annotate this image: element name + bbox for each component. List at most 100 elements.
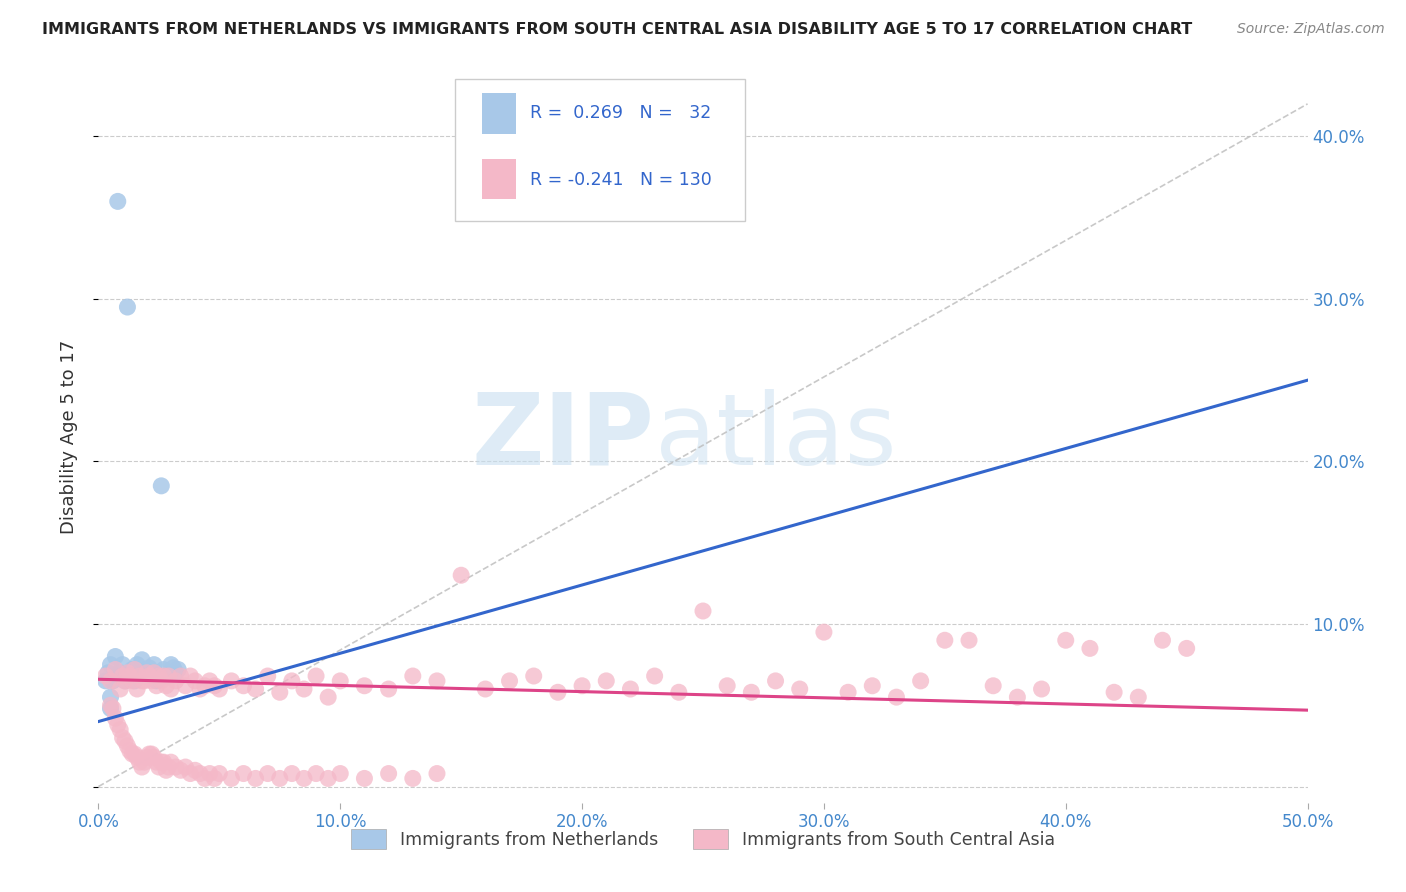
Point <box>498 673 520 688</box>
Point <box>160 681 183 696</box>
Text: Source: ZipAtlas.com: Source: ZipAtlas.com <box>1237 22 1385 37</box>
Point <box>910 673 932 688</box>
Point <box>127 681 149 696</box>
Point <box>426 673 449 688</box>
Point <box>155 679 177 693</box>
Point <box>450 568 472 582</box>
Point <box>152 755 174 769</box>
Point <box>305 766 328 780</box>
Point <box>104 649 127 664</box>
Point <box>138 661 160 675</box>
Point <box>121 747 143 761</box>
Point <box>148 669 170 683</box>
Point <box>934 633 956 648</box>
Point <box>188 766 211 780</box>
Point <box>353 772 375 786</box>
Point <box>886 690 908 705</box>
Point <box>114 734 136 748</box>
Point <box>1128 690 1150 705</box>
Point <box>143 665 166 680</box>
Point <box>117 300 139 314</box>
Point <box>157 760 180 774</box>
Point <box>94 673 117 688</box>
Point <box>100 698 122 713</box>
Point <box>221 673 243 688</box>
Point <box>145 755 167 769</box>
Point <box>198 766 221 780</box>
Text: R =  0.269   N =   32: R = 0.269 N = 32 <box>530 104 711 122</box>
Point <box>100 673 122 688</box>
Point <box>179 669 201 683</box>
Point <box>523 669 546 683</box>
Point <box>198 673 221 688</box>
Point <box>329 673 352 688</box>
Point <box>138 747 160 761</box>
Point <box>668 685 690 699</box>
Point <box>316 690 339 705</box>
Point <box>426 766 449 780</box>
Point <box>184 673 207 688</box>
Point <box>104 711 127 725</box>
Point <box>94 669 117 683</box>
Point <box>118 744 141 758</box>
Point <box>245 772 267 786</box>
Point <box>124 673 146 688</box>
Point <box>377 681 399 696</box>
Point <box>644 669 666 683</box>
Point <box>837 685 859 699</box>
Point <box>157 669 180 683</box>
Point <box>138 669 160 683</box>
Point <box>194 679 217 693</box>
Point <box>281 766 304 780</box>
Point <box>305 669 328 683</box>
Point <box>269 685 291 699</box>
Point <box>316 772 339 786</box>
FancyBboxPatch shape <box>482 94 516 134</box>
Point <box>204 772 226 786</box>
Point <box>155 669 177 683</box>
Point <box>162 661 184 675</box>
Text: atlas: atlas <box>655 389 896 485</box>
Point <box>1102 685 1125 699</box>
Point <box>134 665 156 680</box>
Point <box>114 673 136 688</box>
Point <box>292 772 315 786</box>
Point <box>100 657 122 672</box>
Point <box>860 679 883 693</box>
Point <box>281 673 304 688</box>
Point <box>141 669 163 683</box>
Point <box>167 663 190 677</box>
Point <box>232 679 254 693</box>
Point <box>1007 690 1029 705</box>
Point <box>245 681 267 696</box>
Point <box>101 701 124 715</box>
Point <box>174 679 197 693</box>
Point <box>111 731 134 745</box>
Point <box>117 739 139 753</box>
Point <box>118 669 141 683</box>
Point <box>107 194 129 209</box>
Point <box>155 764 177 778</box>
Point <box>595 673 617 688</box>
Point <box>108 723 131 737</box>
Point <box>143 657 166 672</box>
Point <box>131 653 153 667</box>
Point <box>117 665 139 680</box>
Point <box>100 701 122 715</box>
Point <box>1054 633 1077 648</box>
Legend: Immigrants from Netherlands, Immigrants from South Central Asia: Immigrants from Netherlands, Immigrants … <box>344 822 1062 856</box>
Point <box>108 681 131 696</box>
Point <box>179 766 201 780</box>
Point <box>145 673 167 688</box>
Point <box>353 679 375 693</box>
Point <box>1175 641 1198 656</box>
Point <box>1152 633 1174 648</box>
Point <box>619 681 641 696</box>
Point <box>145 679 167 693</box>
Point <box>111 657 134 672</box>
Point <box>131 760 153 774</box>
Point <box>269 772 291 786</box>
Point <box>128 669 150 683</box>
Text: R = -0.241   N = 130: R = -0.241 N = 130 <box>530 170 711 188</box>
Point <box>160 657 183 672</box>
